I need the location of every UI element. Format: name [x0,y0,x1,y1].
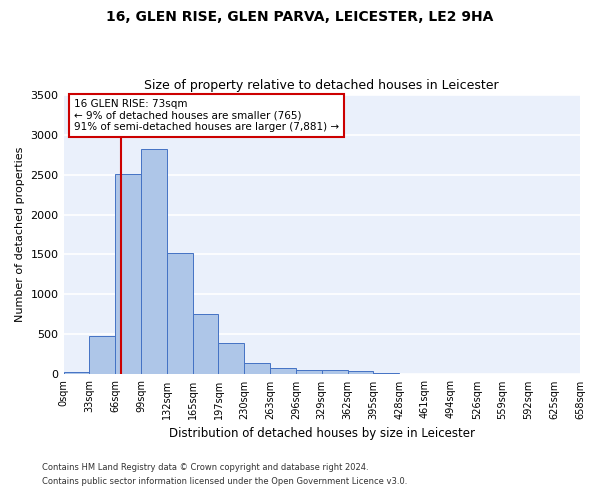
Text: Contains public sector information licensed under the Open Government Licence v3: Contains public sector information licen… [42,477,407,486]
Bar [218,343,244,374]
Bar [115,174,141,374]
Bar [193,314,218,374]
Bar [89,336,115,374]
Text: Contains HM Land Registry data © Crown copyright and database right 2024.: Contains HM Land Registry data © Crown c… [42,464,368,472]
Bar [244,363,270,374]
Text: 16, GLEN RISE, GLEN PARVA, LEICESTER, LE2 9HA: 16, GLEN RISE, GLEN PARVA, LEICESTER, LE… [106,10,494,24]
Bar [373,373,399,374]
Text: 16 GLEN RISE: 73sqm
← 9% of detached houses are smaller (765)
91% of semi-detach: 16 GLEN RISE: 73sqm ← 9% of detached hou… [74,99,339,132]
Bar [296,370,322,374]
Bar [141,149,167,374]
Bar [322,370,347,374]
Y-axis label: Number of detached properties: Number of detached properties [15,147,25,322]
Bar [167,253,193,374]
Bar [270,368,296,374]
X-axis label: Distribution of detached houses by size in Leicester: Distribution of detached houses by size … [169,427,475,440]
Title: Size of property relative to detached houses in Leicester: Size of property relative to detached ho… [145,79,499,92]
Bar [64,372,89,374]
Bar [347,371,373,374]
